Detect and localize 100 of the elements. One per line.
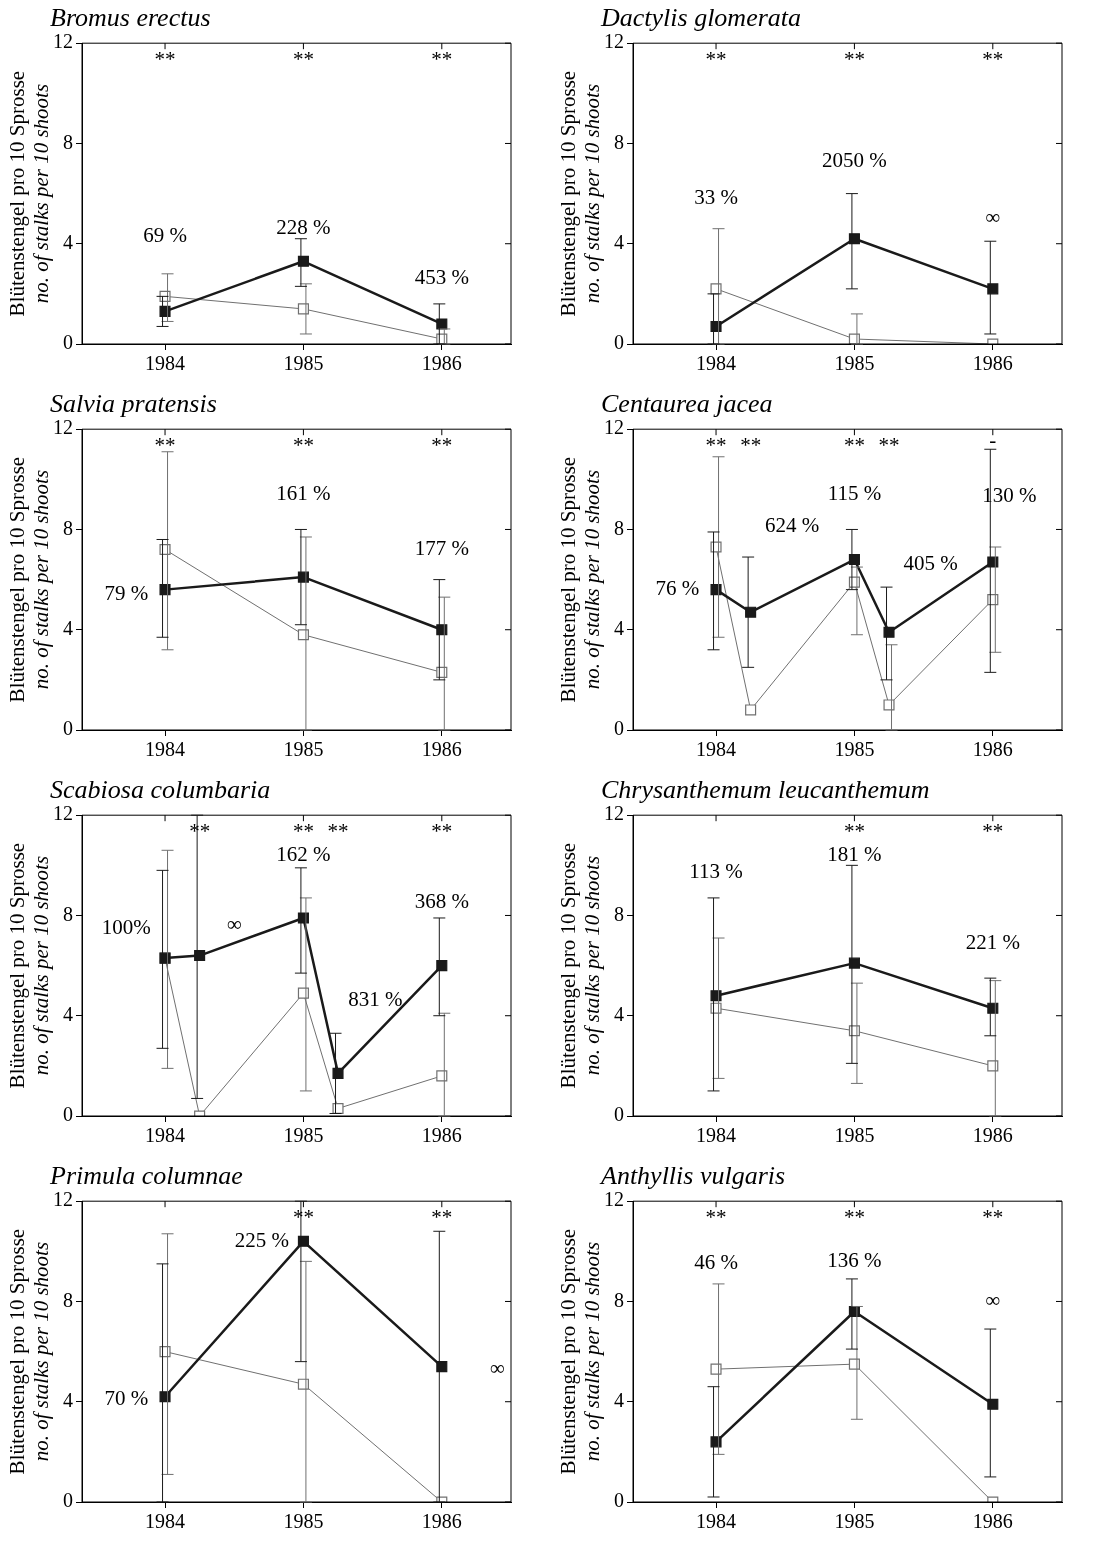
annotation: ** bbox=[431, 433, 453, 458]
x-tick-label: 1984 bbox=[145, 1510, 186, 1533]
annotation: 113 % bbox=[689, 859, 743, 884]
annotation: ** bbox=[292, 819, 314, 844]
y-tick-label: 8 bbox=[63, 516, 73, 539]
y-tick-label: 8 bbox=[614, 1288, 624, 1311]
annotation: ** bbox=[740, 433, 762, 458]
x-tick-label: 1985 bbox=[834, 1124, 875, 1147]
annotation: ** bbox=[431, 819, 453, 844]
y-tick-label: 0 bbox=[63, 1103, 73, 1126]
x-tick-label: 1986 bbox=[972, 1124, 1013, 1147]
y-tick-label: 0 bbox=[614, 1103, 624, 1126]
y-tick-label: 4 bbox=[63, 616, 73, 639]
y-axis-title: Blütenstengel pro 10 Sprosse no. of stalks per 10 shoots bbox=[555, 456, 604, 703]
x-tick-label: 1984 bbox=[696, 1510, 737, 1533]
x-tick-label: 1985 bbox=[283, 738, 324, 761]
x-tick-label: 1984 bbox=[696, 1124, 737, 1147]
annotation: ** bbox=[982, 47, 1004, 72]
annotation: ∞ bbox=[489, 1355, 505, 1380]
y-tick-label: 0 bbox=[614, 1489, 624, 1512]
y-tick-label: 4 bbox=[614, 616, 624, 639]
y-tick-label: 4 bbox=[614, 1388, 624, 1411]
y-axis-title: Blütenstengel pro 10 Sprosse no. of stalks per 10 shoots bbox=[555, 1228, 604, 1475]
y-axis-title: Blütenstengel pro 10 Sprosse no. of stalks per 10 shoots bbox=[4, 70, 53, 317]
y-tick-label: 0 bbox=[63, 717, 73, 740]
y-tick-label: 4 bbox=[63, 1388, 73, 1411]
y-tick-label: 0 bbox=[614, 331, 624, 354]
y-tick-label: 12 bbox=[53, 1188, 73, 1211]
annotation: ** bbox=[154, 47, 176, 72]
annotation: 161 % bbox=[276, 480, 331, 505]
annotation: ** bbox=[843, 47, 865, 72]
chart-title: Bromus erectus bbox=[50, 3, 211, 33]
x-tick-label: 1985 bbox=[283, 352, 324, 375]
x-tick-label: 1984 bbox=[145, 738, 186, 761]
y-tick-label: 12 bbox=[604, 30, 624, 53]
annotation: ** bbox=[431, 1205, 453, 1230]
y-axis-title: Blütenstengel pro 10 Sprosse no. of stalks per 10 shoots bbox=[4, 842, 53, 1089]
annotation: ** bbox=[292, 47, 314, 72]
y-tick-label: 12 bbox=[53, 802, 73, 825]
annotation: ∞ bbox=[226, 912, 242, 937]
y-tick-label: 8 bbox=[63, 902, 73, 925]
y-tick-label: 12 bbox=[53, 30, 73, 53]
y-tick-label: 8 bbox=[63, 130, 73, 153]
x-tick-label: 1986 bbox=[972, 352, 1013, 375]
annotation: 162 % bbox=[276, 841, 331, 866]
y-tick-label: 12 bbox=[604, 1188, 624, 1211]
annotation: 177 % bbox=[414, 536, 469, 561]
y-tick-label: 12 bbox=[604, 802, 624, 825]
y-tick-label: 0 bbox=[614, 717, 624, 740]
annotation: ** bbox=[292, 1205, 314, 1230]
annotation: 368 % bbox=[414, 889, 469, 914]
y-tick-label: 8 bbox=[63, 1288, 73, 1311]
y-tick-label: 12 bbox=[604, 416, 624, 439]
annotation: ** bbox=[982, 1205, 1004, 1230]
y-tick-label: 0 bbox=[63, 331, 73, 354]
annotation: ** bbox=[154, 433, 176, 458]
annotation: 69 % bbox=[143, 222, 187, 247]
y-tick-label: 8 bbox=[614, 130, 624, 153]
y-tick-label: 8 bbox=[614, 902, 624, 925]
chart-title: Primula columnae bbox=[49, 1161, 243, 1191]
x-tick-label: 1985 bbox=[283, 1124, 324, 1147]
y-tick-label: 4 bbox=[614, 230, 624, 253]
annotation: 405 % bbox=[903, 551, 958, 576]
annotation: ∞ bbox=[985, 205, 1001, 230]
y-tick-label: 4 bbox=[63, 1002, 73, 1025]
x-tick-label: 1986 bbox=[421, 1510, 462, 1533]
x-tick-label: 1984 bbox=[145, 352, 186, 375]
annotation: 76 % bbox=[655, 576, 700, 601]
y-tick-label: 4 bbox=[614, 1002, 624, 1025]
x-tick-label: 1984 bbox=[696, 352, 737, 375]
x-tick-label: 1986 bbox=[972, 738, 1013, 761]
annotation: ∞ bbox=[985, 1287, 1001, 1312]
annotation: 453 % bbox=[414, 265, 469, 290]
annotation: ** bbox=[327, 819, 349, 844]
y-tick-label: 8 bbox=[614, 516, 624, 539]
annotation: ** bbox=[705, 47, 727, 72]
x-tick-label: 1984 bbox=[145, 1124, 186, 1147]
chart-title: Anthyllis vulgaris bbox=[599, 1161, 786, 1191]
y-axis-title: Blütenstengel pro 10 Sprosse no. of stalks per 10 shoots bbox=[4, 1228, 53, 1475]
annotation: ** bbox=[843, 1205, 865, 1230]
y-tick-label: 4 bbox=[63, 230, 73, 253]
chart-title: Chrysanthemum leucanthemum bbox=[601, 775, 930, 805]
annotation: 624 % bbox=[765, 513, 820, 538]
x-tick-label: 1985 bbox=[834, 352, 875, 375]
y-axis-title: Blütenstengel pro 10 Sprosse no. of stalks per 10 shoots bbox=[555, 70, 604, 317]
annotation: 70 % bbox=[104, 1385, 149, 1410]
annotation: ** bbox=[878, 433, 900, 458]
annotation: 181 % bbox=[827, 841, 882, 866]
annotation: 100% bbox=[101, 914, 151, 939]
annotation: 115 % bbox=[827, 480, 882, 505]
y-axis-title: Blütenstengel pro 10 Sprosse no. of stalks per 10 shoots bbox=[4, 456, 53, 703]
x-tick-label: 1986 bbox=[421, 738, 462, 761]
annotation: ** bbox=[431, 47, 453, 72]
x-tick-label: 1984 bbox=[696, 738, 737, 761]
y-axis-title: Blütenstengel pro 10 Sprosse no. of stalks per 10 shoots bbox=[555, 842, 604, 1089]
y-tick-label: 0 bbox=[63, 1489, 73, 1512]
x-tick-label: 1986 bbox=[972, 1510, 1013, 1533]
x-tick-label: 1986 bbox=[421, 1124, 462, 1147]
annotation: ** bbox=[982, 819, 1004, 844]
annotation: 46 % bbox=[694, 1250, 738, 1275]
